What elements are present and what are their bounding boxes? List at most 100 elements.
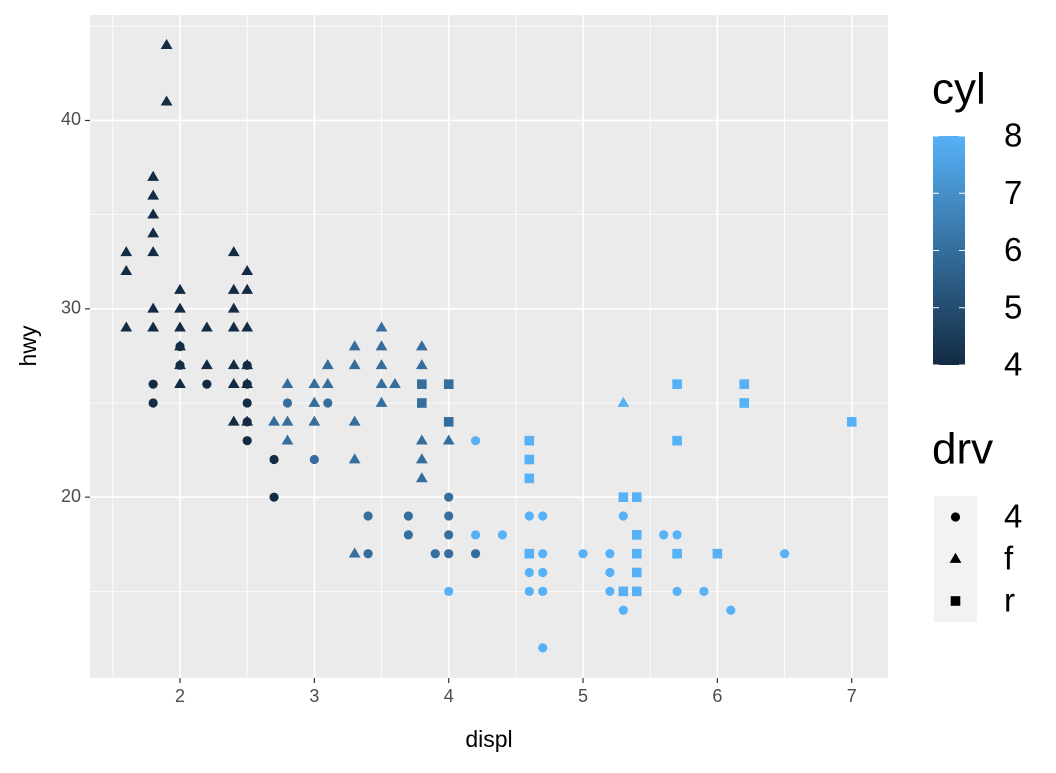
point — [672, 530, 682, 540]
point — [632, 586, 642, 596]
point — [348, 547, 361, 558]
point — [699, 586, 709, 596]
legend-label: r — [1004, 582, 1015, 619]
point — [269, 454, 279, 465]
point — [538, 549, 548, 559]
point — [430, 549, 440, 559]
point — [321, 359, 334, 370]
point — [403, 530, 413, 540]
x-tick-label: 5 — [578, 686, 588, 706]
point — [415, 472, 428, 483]
point — [672, 379, 682, 389]
point — [524, 435, 535, 446]
point — [282, 398, 293, 408]
point — [631, 530, 642, 540]
point — [227, 415, 240, 426]
point — [147, 170, 160, 181]
point — [281, 434, 294, 445]
point — [470, 549, 481, 559]
point — [417, 379, 427, 389]
point — [672, 586, 682, 596]
point — [202, 379, 212, 389]
point — [779, 549, 790, 559]
point — [605, 567, 615, 578]
y-tick-label: 40 — [61, 109, 81, 129]
point — [659, 530, 669, 540]
point — [672, 435, 682, 446]
point — [712, 548, 723, 559]
point — [363, 511, 373, 521]
x-tick-label: 2 — [175, 686, 185, 706]
legend-label: 4 — [1004, 498, 1022, 535]
point — [375, 359, 388, 370]
point — [470, 530, 481, 540]
point — [174, 321, 186, 332]
point — [308, 377, 321, 389]
point — [323, 398, 333, 408]
point — [605, 549, 615, 559]
point — [174, 377, 186, 389]
point — [281, 415, 294, 426]
point — [175, 360, 185, 370]
point — [147, 189, 160, 200]
point — [160, 95, 173, 106]
point — [417, 398, 427, 408]
panel — [90, 15, 888, 678]
point — [308, 396, 321, 407]
point — [227, 359, 240, 370]
point — [443, 417, 454, 427]
point — [242, 436, 252, 446]
point — [241, 264, 254, 276]
point — [444, 549, 454, 559]
point — [227, 377, 240, 389]
point — [269, 492, 279, 502]
point — [726, 605, 736, 615]
point — [524, 473, 535, 484]
legend-title: drv — [932, 425, 993, 474]
point — [538, 567, 548, 578]
point — [309, 454, 319, 465]
point — [227, 246, 240, 257]
point — [618, 586, 628, 596]
colorbar-label: 4 — [1004, 346, 1022, 383]
points — [120, 38, 857, 653]
point — [949, 552, 962, 563]
point — [524, 567, 534, 578]
point — [348, 415, 361, 426]
x-tick-label: 6 — [712, 686, 722, 706]
point — [242, 360, 252, 370]
point — [375, 340, 388, 351]
point — [147, 227, 160, 238]
point — [524, 586, 534, 596]
point — [497, 530, 508, 540]
point — [348, 340, 361, 351]
point — [147, 321, 160, 332]
point — [348, 453, 361, 464]
point — [242, 398, 252, 408]
point — [631, 492, 642, 502]
point — [241, 283, 254, 294]
colorbar-label: 5 — [1004, 288, 1022, 325]
point — [363, 549, 373, 559]
point — [470, 436, 481, 446]
point — [538, 511, 548, 521]
y-tick-label: 20 — [61, 486, 81, 506]
point — [617, 396, 630, 407]
point — [321, 377, 334, 389]
point — [147, 302, 160, 313]
point — [175, 341, 185, 352]
point — [524, 511, 534, 521]
point — [281, 377, 294, 389]
point — [348, 359, 361, 370]
point — [200, 359, 213, 370]
point — [308, 415, 321, 426]
point — [200, 321, 213, 332]
point — [524, 549, 534, 559]
point — [375, 396, 388, 407]
point — [631, 567, 642, 578]
point — [618, 605, 628, 615]
point — [375, 321, 388, 332]
x-tick-label: 7 — [847, 686, 857, 706]
point — [846, 417, 857, 427]
